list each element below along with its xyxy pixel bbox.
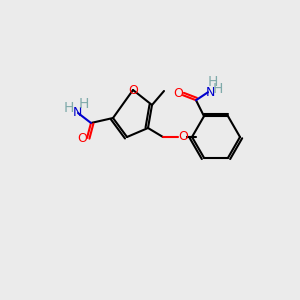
Text: H: H bbox=[208, 75, 218, 89]
Text: O: O bbox=[178, 130, 188, 143]
Text: N: N bbox=[72, 106, 82, 119]
Text: O: O bbox=[173, 87, 183, 100]
Text: N: N bbox=[205, 86, 215, 99]
Text: H: H bbox=[213, 82, 223, 96]
Text: H: H bbox=[64, 101, 74, 115]
Text: H: H bbox=[79, 97, 89, 111]
Text: O: O bbox=[128, 83, 138, 97]
Text: O: O bbox=[77, 131, 87, 145]
